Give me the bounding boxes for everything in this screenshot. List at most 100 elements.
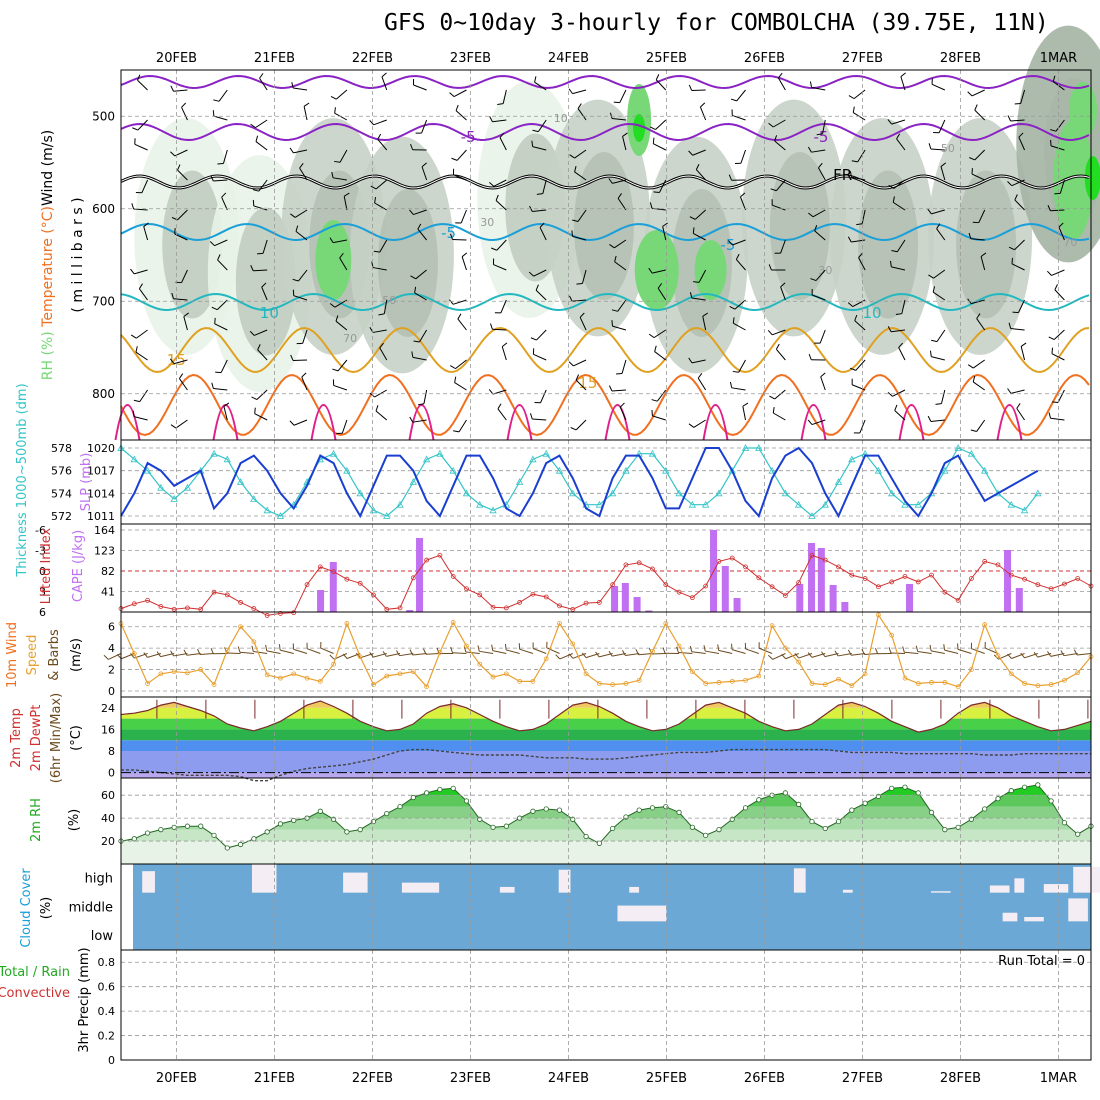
wind-barb-flag [133, 399, 140, 403]
thickness-point [755, 444, 763, 451]
temp-contour-25 [114, 404, 141, 441]
wind-barb [811, 419, 826, 426]
wind-barb [691, 359, 706, 364]
wind-barb [383, 299, 388, 314]
wind-barb-flag [692, 227, 695, 234]
wind-barb [258, 179, 268, 192]
rh-shade [573, 152, 634, 300]
wind-barb-flag [695, 164, 700, 170]
wind-barb-flag [611, 309, 618, 312]
wind-barb-10m-flag [409, 649, 414, 656]
wind-barb-flag [742, 402, 749, 407]
wind-barb [177, 209, 188, 221]
wind-barb-flag [532, 129, 539, 133]
wind-barb-10m [1077, 653, 1092, 656]
lifted-point [982, 559, 988, 564]
wind-barb [654, 351, 667, 361]
thickness-point [555, 466, 564, 474]
date-label-bottom: 23FEB [450, 1071, 491, 1086]
rh-shade [377, 189, 438, 337]
wind-ytick: 0 [108, 685, 115, 698]
wind-barb [133, 416, 148, 421]
wind-barb [933, 269, 946, 279]
wind-barb-flag [381, 72, 387, 78]
slp-ytick: 1011 [87, 510, 115, 523]
temp-band [121, 718, 1091, 730]
rh-point [1008, 788, 1014, 794]
wind-barb [572, 299, 587, 302]
wind-barb [819, 329, 826, 344]
wind-ytick: 6 [108, 621, 115, 634]
wind-barb-10m-flag [450, 646, 453, 653]
wind-barb-flag [887, 119, 892, 125]
wind-barb [693, 419, 706, 428]
wind-barb [334, 299, 348, 308]
wind-barb-flag [571, 230, 574, 237]
precip-convective-label: Convective [0, 986, 70, 1001]
rh-point [397, 804, 403, 810]
rh-point [982, 806, 988, 812]
rh-point [955, 824, 961, 830]
wind-barb [695, 169, 707, 181]
lifted-point [743, 564, 748, 570]
run-total-label: Run Total = 0 [998, 954, 1085, 969]
wind-ytick: 2 [108, 664, 115, 677]
wind-barb-flag [252, 189, 259, 192]
wind-barb-10m [638, 653, 653, 656]
wind-barb [581, 269, 587, 284]
thickness-point [888, 489, 896, 497]
wind-barb-flag [374, 196, 377, 204]
wind-barb [971, 299, 985, 305]
wind-barb-10m-flag [1047, 651, 1052, 657]
wind-barb [691, 297, 706, 301]
wind-barb-flag [1014, 194, 1018, 201]
wind-barb [1057, 389, 1065, 403]
rh-point [610, 825, 616, 832]
wind-barb-10m-flag [929, 644, 932, 651]
wind-barb-flag [653, 191, 660, 193]
rh-point [676, 809, 682, 816]
wind-barb-10m-flag [781, 654, 787, 660]
wind-barb-flag [1047, 205, 1051, 211]
wind-speed-point [145, 681, 150, 686]
cape-bar [611, 586, 619, 612]
wind-barb-flag [301, 372, 307, 378]
wind-barb [133, 208, 148, 211]
wind-barb-10m [785, 653, 799, 660]
wind-barb-10m [678, 652, 693, 654]
wind-barb-flag [455, 104, 459, 111]
wind-barb [572, 89, 587, 95]
wind-barb-10m-flag [821, 651, 826, 657]
wind-barb [413, 209, 427, 216]
rh-contour-label: 70 [1063, 236, 1077, 249]
thickness-point [223, 455, 231, 463]
wind-barb-flag [501, 342, 508, 348]
date-label-bottom: 22FEB [352, 1071, 393, 1086]
thickness-point [263, 506, 271, 514]
wind-ylabel: 10m Wind [5, 622, 20, 688]
wind-barb-flag [848, 95, 855, 100]
wind-barb-10m [253, 651, 268, 654]
wind-speed-point [490, 674, 496, 680]
thickness-point [768, 466, 776, 474]
wind-barb [901, 299, 906, 314]
lifted-point [822, 557, 828, 563]
wind-barb [181, 107, 188, 121]
wind-barb-10m-flag [568, 653, 574, 659]
wind-barb-10m-flag [689, 645, 693, 652]
date-label-bottom: 25FEB [646, 1071, 687, 1086]
cape-bar [633, 597, 641, 612]
wind-barb [574, 171, 587, 181]
wind-barb-flag [209, 241, 215, 247]
wind-barb-10m [333, 653, 348, 660]
rh-green-shade [634, 230, 679, 310]
lifted-point [503, 605, 509, 611]
wind-barb [815, 269, 826, 281]
lifted-point [264, 613, 270, 618]
wind-barb-10m [399, 653, 414, 657]
wind-barb-flag [410, 275, 416, 280]
lifted-point [304, 582, 310, 588]
wind-speed-point [1022, 681, 1027, 686]
temp-ylabel-text: 2m DewPt [29, 705, 44, 772]
date-label-bottom: 24FEB [548, 1071, 589, 1086]
